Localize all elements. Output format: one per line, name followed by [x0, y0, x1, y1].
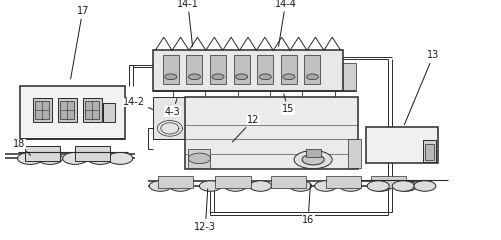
Bar — [185, 97, 358, 169]
Circle shape — [165, 74, 177, 80]
Bar — [20, 86, 125, 139]
Text: 14-4: 14-4 — [275, 0, 297, 47]
Bar — [153, 50, 343, 91]
Bar — [348, 139, 361, 168]
Circle shape — [38, 152, 63, 164]
Circle shape — [63, 152, 88, 164]
Bar — [233, 55, 249, 84]
Circle shape — [307, 74, 319, 80]
Circle shape — [340, 181, 362, 191]
Bar — [343, 63, 356, 91]
Bar — [215, 176, 250, 188]
Circle shape — [169, 112, 177, 116]
Bar — [35, 101, 49, 119]
Bar — [60, 101, 74, 119]
Circle shape — [370, 181, 392, 191]
Text: 4-3: 4-3 — [165, 99, 181, 117]
Bar — [33, 98, 52, 122]
Bar — [75, 146, 110, 161]
Bar — [186, 55, 202, 84]
Circle shape — [224, 181, 246, 191]
Circle shape — [164, 110, 182, 118]
Bar — [306, 149, 321, 157]
Bar — [257, 55, 273, 84]
Circle shape — [259, 74, 271, 80]
Circle shape — [395, 181, 417, 191]
Circle shape — [108, 152, 133, 164]
Bar — [371, 176, 406, 188]
Circle shape — [294, 150, 332, 169]
Bar — [423, 140, 436, 162]
Circle shape — [88, 152, 113, 164]
Text: 18: 18 — [13, 139, 31, 155]
Circle shape — [315, 181, 337, 191]
Circle shape — [201, 112, 209, 116]
Circle shape — [18, 152, 43, 164]
Circle shape — [196, 110, 214, 118]
Bar — [281, 55, 297, 84]
Circle shape — [283, 74, 295, 80]
Circle shape — [290, 181, 312, 191]
Circle shape — [331, 112, 339, 116]
Bar — [163, 55, 179, 84]
Bar — [188, 149, 210, 168]
Text: 14-2: 14-2 — [123, 97, 153, 109]
Circle shape — [233, 112, 241, 116]
Circle shape — [326, 110, 344, 118]
Circle shape — [392, 181, 414, 191]
Circle shape — [293, 110, 311, 118]
Circle shape — [199, 181, 221, 191]
Bar — [83, 98, 102, 122]
Text: 16: 16 — [302, 184, 314, 225]
Text: 12: 12 — [232, 115, 259, 142]
Bar — [326, 176, 361, 188]
Circle shape — [249, 181, 272, 191]
Bar — [366, 127, 438, 163]
Circle shape — [302, 154, 324, 165]
Bar — [25, 146, 60, 161]
Circle shape — [414, 181, 436, 191]
Bar — [58, 98, 77, 122]
Bar — [305, 55, 321, 84]
Circle shape — [228, 110, 246, 118]
Text: 12-3: 12-3 — [194, 189, 216, 232]
Circle shape — [298, 112, 306, 116]
Bar — [158, 176, 193, 188]
Circle shape — [169, 181, 191, 191]
Bar — [210, 55, 226, 84]
Bar — [103, 103, 115, 122]
Bar — [425, 144, 434, 160]
Bar — [85, 101, 99, 119]
Circle shape — [188, 153, 210, 164]
Circle shape — [188, 74, 200, 80]
Text: 17: 17 — [71, 6, 89, 79]
Circle shape — [149, 181, 171, 191]
Text: 14-1: 14-1 — [177, 0, 199, 47]
Circle shape — [212, 74, 224, 80]
Circle shape — [261, 110, 279, 118]
Bar — [153, 97, 187, 139]
Text: 15: 15 — [282, 94, 294, 114]
Circle shape — [235, 74, 247, 80]
Bar — [271, 176, 306, 188]
Text: 13: 13 — [404, 50, 439, 125]
Circle shape — [367, 181, 389, 191]
Circle shape — [266, 112, 274, 116]
